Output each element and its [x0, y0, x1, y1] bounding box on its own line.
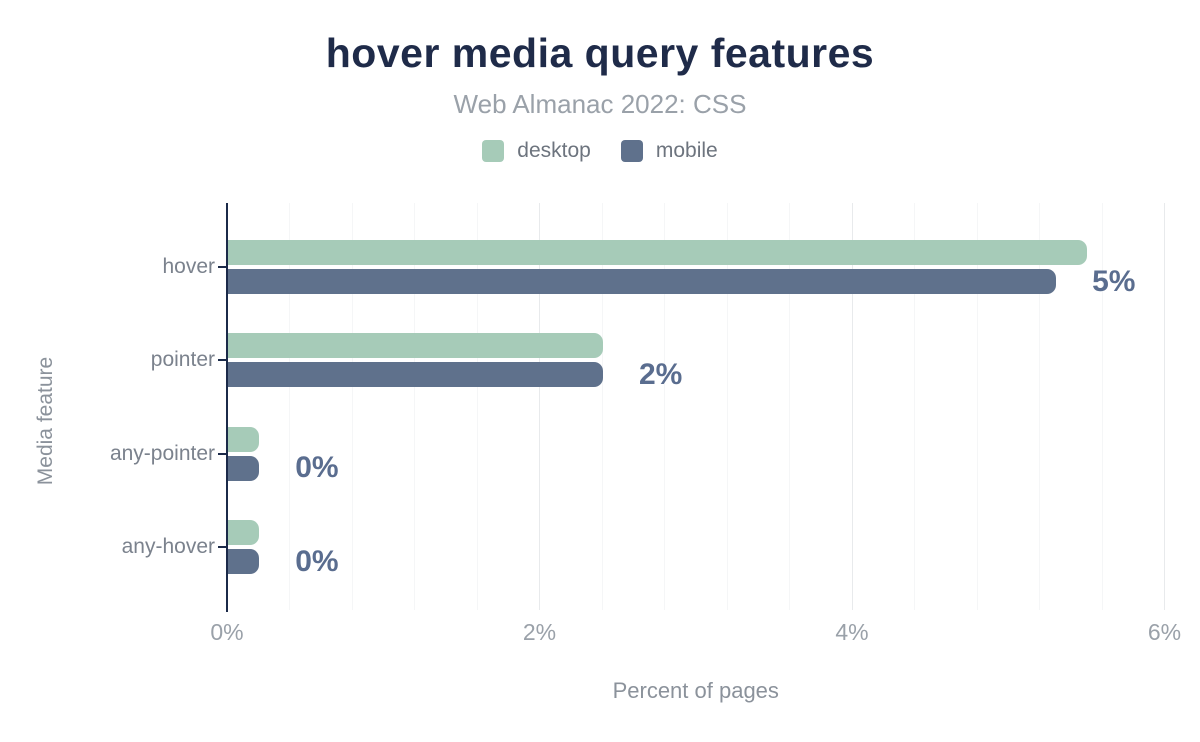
minor-gridline — [976, 203, 978, 610]
legend-swatch-mobile — [620, 140, 643, 162]
legend-label: desktop — [517, 139, 591, 162]
legend-item-desktop[interactable]: desktop — [482, 139, 591, 163]
category-label: any-hover — [121, 535, 215, 559]
major-gridline — [1164, 203, 1165, 610]
legend-label: mobile — [655, 139, 718, 162]
minor-gridline — [664, 203, 665, 610]
value-label: 0% — [295, 544, 339, 578]
value-label: 0% — [295, 451, 339, 485]
category-label: hover — [162, 255, 215, 278]
category-tick — [218, 359, 226, 362]
minor-gridline — [726, 203, 728, 610]
bar-desktop-any-pointer — [228, 426, 260, 452]
x-axis-tick-label: 2% — [522, 619, 557, 645]
bar-desktop-any-hover — [228, 520, 260, 546]
minor-gridline — [1101, 203, 1103, 610]
minor-gridline — [289, 203, 290, 610]
chart-title: hover media query features — [325, 30, 875, 76]
category-label: pointer — [150, 348, 215, 372]
x-axis-tick-label: 6% — [1147, 619, 1182, 645]
x-axis-tick-label: 4% — [835, 619, 869, 645]
bar-mobile-any-pointer — [228, 455, 260, 481]
x-axis-tick-label: 0% — [210, 619, 244, 645]
bar-desktop-pointer — [228, 333, 603, 359]
y-axis-line — [226, 203, 228, 612]
value-label: 2% — [639, 357, 683, 391]
value-label: 5% — [1092, 264, 1136, 298]
major-gridline — [851, 203, 853, 610]
legend: desktop mobile — [0, 139, 1200, 163]
legend-item-mobile[interactable]: mobile — [620, 139, 718, 163]
chart-subtitle: Web Almanac 2022: CSS — [453, 89, 747, 119]
legend-swatch-desktop — [482, 140, 505, 162]
bar-desktop-hover — [228, 240, 1088, 265]
category-tick — [218, 546, 226, 549]
minor-gridline — [601, 203, 603, 610]
minor-gridline — [1039, 203, 1040, 610]
x-axis-title: Percent of pages — [612, 678, 779, 703]
bar-mobile-pointer — [228, 362, 603, 388]
major-gridline — [539, 203, 540, 610]
minor-gridline — [414, 203, 415, 610]
category-label: any-pointer — [109, 441, 215, 465]
minor-gridline — [789, 203, 790, 610]
minor-gridline — [476, 203, 478, 610]
category-tick — [218, 452, 226, 455]
category-tick — [218, 266, 226, 268]
minor-gridline — [914, 203, 915, 610]
bar-mobile-hover — [228, 269, 1057, 294]
minor-gridline — [351, 203, 353, 610]
bar-mobile-any-hover — [228, 549, 260, 575]
